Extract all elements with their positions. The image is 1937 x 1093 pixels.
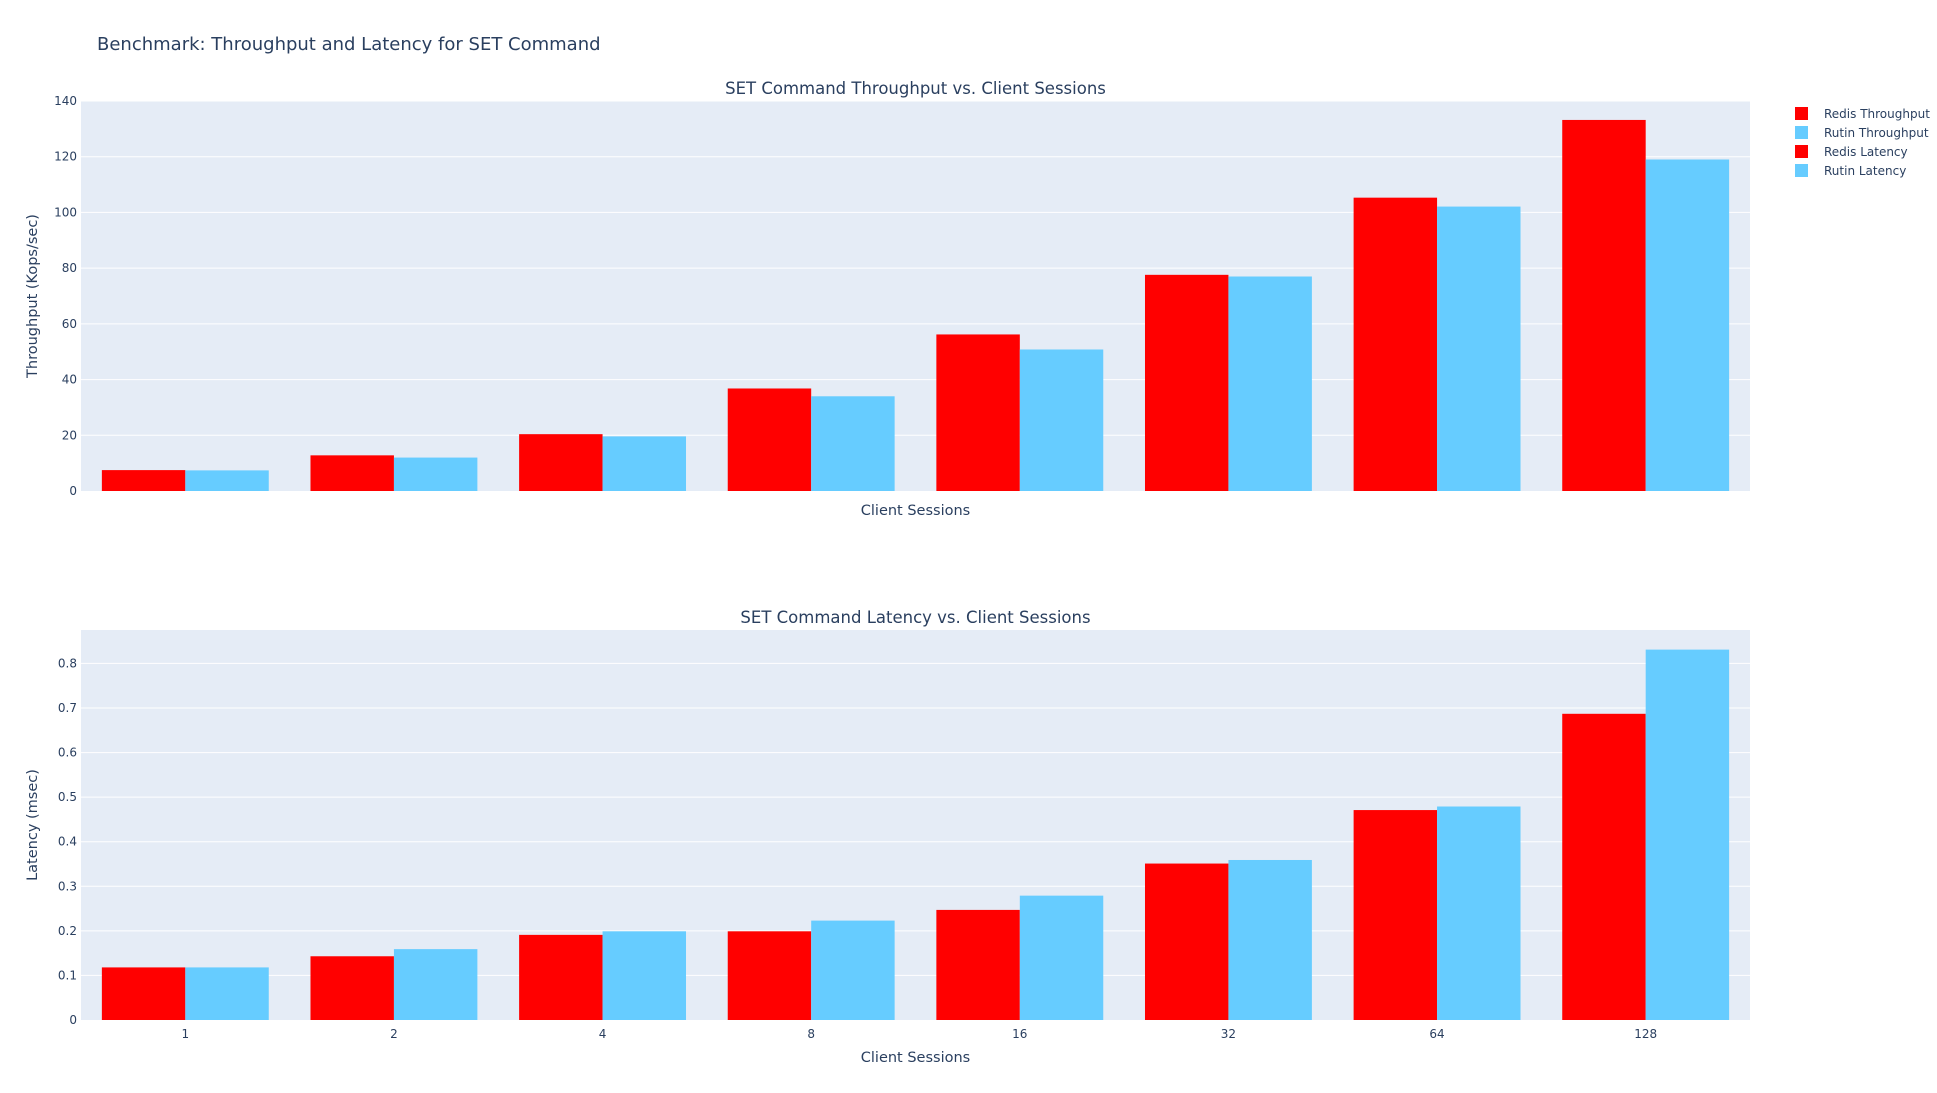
bar bbox=[1437, 806, 1521, 1020]
legend-label: Rutin Throughput bbox=[1824, 126, 1929, 140]
bar bbox=[602, 931, 687, 1020]
bar bbox=[1228, 859, 1312, 1020]
bar bbox=[519, 934, 603, 1020]
bar bbox=[519, 434, 603, 491]
y-tick-label: 80 bbox=[62, 261, 77, 275]
bar bbox=[1228, 276, 1312, 491]
bar bbox=[1353, 197, 1438, 491]
bar bbox=[811, 396, 895, 491]
bar bbox=[1437, 206, 1521, 492]
x-tick-label: 16 bbox=[1012, 1027, 1027, 1041]
bar bbox=[185, 470, 269, 491]
y-tick-label: 0.6 bbox=[58, 746, 77, 760]
x-tick-label: 1 bbox=[181, 1027, 189, 1041]
y-tick-label: 0.1 bbox=[58, 968, 77, 982]
bar bbox=[310, 956, 394, 1020]
figure-title: Benchmark: Throughput and Latency for SE… bbox=[97, 34, 601, 55]
x-tick-label: 8 bbox=[807, 1027, 815, 1041]
x-axis-label: Client Sessions bbox=[861, 1050, 970, 1066]
bar bbox=[1562, 713, 1646, 1020]
bar bbox=[393, 457, 478, 491]
bar bbox=[101, 470, 186, 491]
legend-swatch bbox=[1795, 107, 1808, 120]
bar bbox=[1645, 159, 1730, 491]
x-tick-label: 4 bbox=[599, 1027, 607, 1041]
y-tick-label: 0.7 bbox=[58, 701, 77, 715]
bar bbox=[393, 949, 478, 1020]
bar bbox=[1144, 274, 1229, 491]
bar bbox=[811, 920, 895, 1020]
y-axis-label: Throughput (Kops/sec) bbox=[25, 214, 41, 379]
y-tick-label: 20 bbox=[62, 428, 77, 442]
bar bbox=[185, 967, 269, 1020]
legend-swatch bbox=[1795, 164, 1808, 177]
bar bbox=[1144, 863, 1229, 1020]
bar bbox=[310, 455, 394, 491]
y-tick-label: 0.2 bbox=[58, 924, 77, 938]
y-tick-label: 40 bbox=[62, 373, 77, 387]
y-tick-label: 0 bbox=[69, 484, 77, 498]
bar bbox=[1019, 895, 1104, 1020]
throughput-chart: 0 20 40 60 80 100 120 140 SET Command Throughput… bbox=[25, 79, 1750, 519]
y-tick-label: 0 bbox=[69, 1013, 77, 1027]
y-axis-label: Latency (msec) bbox=[25, 769, 41, 881]
bar bbox=[936, 334, 1020, 491]
bar bbox=[1353, 810, 1438, 1020]
legend-item[interactable]: Redis Throughput bbox=[1795, 107, 1930, 121]
y-tick-label: 60 bbox=[62, 317, 77, 331]
legend: Redis Throughput Rutin Throughput Redis La… bbox=[1795, 107, 1930, 178]
x-tick-label: 2 bbox=[390, 1027, 398, 1041]
legend-label: Redis Latency bbox=[1824, 145, 1908, 159]
latency-chart: 0 0.1 0.2 0.3 0.4 0.5 0.6 0.7 0.8 1 2 4 8 16 32 64 128 SE… bbox=[25, 608, 1750, 1066]
legend-label: Rutin Latency bbox=[1824, 164, 1906, 178]
y-tick-label: 0.4 bbox=[58, 835, 77, 849]
legend-swatch bbox=[1795, 126, 1808, 139]
bar bbox=[1562, 119, 1646, 491]
bar bbox=[727, 388, 812, 491]
y-tick-label: 0.8 bbox=[58, 656, 77, 670]
legend-item[interactable]: Redis Latency bbox=[1795, 145, 1908, 159]
bar bbox=[1645, 649, 1730, 1020]
legend-swatch bbox=[1795, 145, 1808, 158]
chart-title: SET Command Latency vs. Client Sessions bbox=[740, 608, 1090, 627]
x-tick-label: 64 bbox=[1429, 1027, 1444, 1041]
y-tick-label: 0.5 bbox=[58, 790, 77, 804]
legend-item[interactable]: Rutin Latency bbox=[1795, 164, 1906, 178]
y-tick-label: 120 bbox=[54, 150, 77, 164]
x-tick-label: 128 bbox=[1634, 1027, 1657, 1041]
bar bbox=[1019, 349, 1104, 491]
y-tick-label: 0.3 bbox=[58, 879, 77, 893]
chart-title: SET Command Throughput vs. Client Sessio… bbox=[725, 79, 1106, 98]
y-tick-label: 140 bbox=[54, 94, 77, 108]
x-axis-label: Client Sessions bbox=[861, 503, 970, 519]
y-tick-label: 100 bbox=[54, 205, 77, 219]
bar bbox=[602, 436, 687, 491]
bar bbox=[727, 931, 812, 1020]
x-tick-label: 32 bbox=[1221, 1027, 1236, 1041]
bar bbox=[936, 909, 1020, 1020]
legend-item[interactable]: Rutin Throughput bbox=[1795, 126, 1929, 140]
legend-label: Redis Throughput bbox=[1824, 107, 1930, 121]
bar bbox=[101, 967, 186, 1020]
